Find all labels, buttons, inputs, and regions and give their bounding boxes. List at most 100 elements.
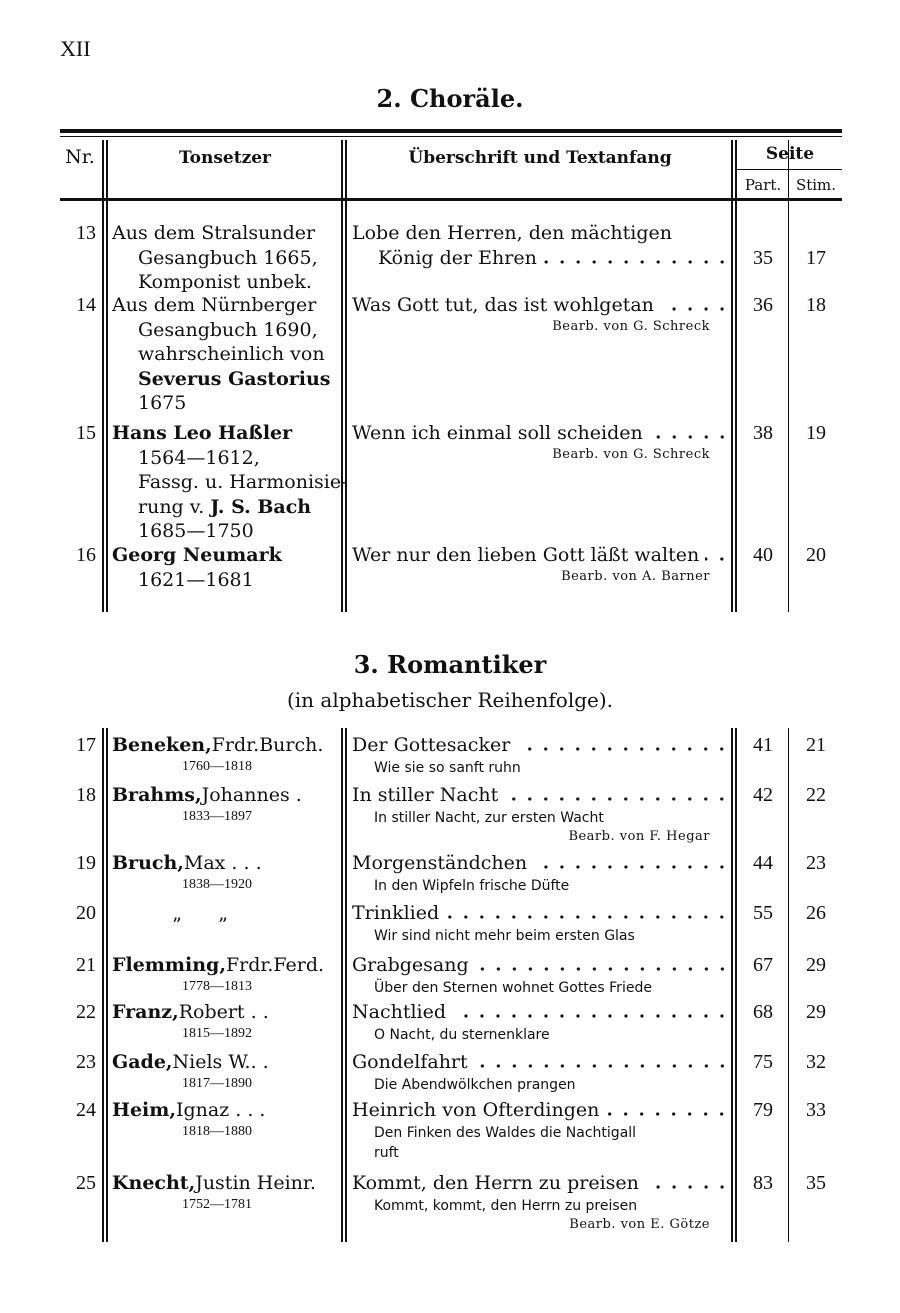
composer: Gade,Niels W.. . 1817—1890 — [112, 1050, 342, 1093]
composer-surname: Heim, — [112, 1099, 176, 1121]
composer: Aus dem Stralsunder Gesangbuch 1665, Kompo… — [112, 221, 342, 295]
song-title-line: In stiller Nacht — [352, 783, 730, 808]
song-title-block: Der Gottesacker Wie sie so sanft ruhn — [352, 733, 730, 778]
section-subtitle: (in alphabetischer Reihenfolge). — [286, 688, 614, 712]
composer-surname: Gade, — [112, 1051, 173, 1073]
row-number: 19 — [76, 852, 96, 874]
section-title-romantiker: 3. Romantiker — [353, 650, 547, 679]
composer-line: wahrscheinlich von — [112, 342, 342, 367]
column-rule — [106, 140, 108, 612]
song-first-line: Die Abendwölkchen prangen — [374, 1076, 576, 1093]
page-part: 67 — [753, 954, 773, 976]
section-title-chorale: 2. Choräle. — [376, 84, 524, 113]
song-title-block: Morgenständchen In den Wipfeln frische Dü… — [352, 851, 730, 896]
composer-text: Fassg. u. Harmonisie- — [138, 471, 348, 493]
composer-line: 1675 — [112, 391, 342, 416]
composer-given-name: Max . . . — [183, 852, 262, 874]
composer-text: rung v. — [138, 495, 211, 518]
arranger: Bearb. von G. Schreck — [552, 446, 710, 462]
composer-dates: 1817—1890 — [182, 1075, 252, 1091]
header-nr: Nr. — [65, 146, 95, 168]
song-title-line: Wer nur den lieben Gott läßt walten — [352, 543, 730, 568]
song-title-line: Kommt, den Herrn zu preisen — [352, 1171, 730, 1196]
composer: Heim,Ignaz . . . 1818—1880 — [112, 1098, 342, 1141]
song-title-block: Nachtlied O Nacht, du sternenklare — [352, 1000, 730, 1045]
song-title-line: Heinrich von Ofterdingen — [352, 1098, 730, 1123]
page-part: 79 — [753, 1099, 773, 1121]
song-title-block: Wenn ich einmal soll scheiden Bearb. von … — [352, 421, 730, 464]
row-number: 22 — [76, 1001, 96, 1023]
row-number: 24 — [76, 1099, 96, 1121]
song-title-line: Was Gott tut, das ist wohlgetan — [352, 293, 730, 318]
song-title-line: Der Gottesacker — [352, 733, 730, 758]
page-stim: 23 — [806, 852, 826, 874]
column-rule — [341, 140, 343, 612]
composer-line: Gesangbuch 1690, — [112, 318, 342, 343]
composer-dates: 1760—1818 — [182, 758, 252, 774]
column-rule — [731, 140, 733, 612]
column-rule — [788, 140, 789, 612]
song-first-line: Wir sind nicht mehr beim ersten Glas — [374, 927, 635, 944]
composer-dates: 1778—1813 — [182, 978, 252, 994]
page-stim: 32 — [806, 1051, 826, 1073]
song-first-line: O Nacht, du sternenklare — [374, 1026, 550, 1043]
composer-name: Bruch,Max . . . — [112, 851, 342, 876]
composer-dates: 1838—1920 — [182, 876, 252, 892]
composer-surname: Brahms, — [112, 784, 202, 806]
composer-line: Severus Gastorius — [112, 367, 342, 392]
song-title-line: Nachtlied — [352, 1000, 730, 1025]
row-number: 23 — [76, 1051, 96, 1073]
header-page: Seite — [765, 144, 815, 164]
column-rule — [731, 728, 733, 1242]
composer-dates: 1833—1897 — [182, 808, 252, 824]
composer-surname: Bruch, — [112, 852, 184, 874]
composer-name: Gade,Niels W.. . — [112, 1050, 342, 1075]
dot-leader — [705, 557, 730, 561]
rule-header-bottom — [60, 198, 842, 201]
dot-leader — [648, 435, 730, 439]
composer: Flemming,Frdr.Ferd. 1778—1813 — [112, 953, 342, 996]
composer-given-name: Johannes . — [201, 784, 302, 806]
row-number: 13 — [76, 222, 96, 244]
composer-text: Gesangbuch 1690, — [138, 318, 318, 341]
composer-given-name: Robert . . — [178, 1001, 269, 1023]
song-title-line: König der Ehren — [352, 246, 730, 271]
composer-given-name: Frdr.Ferd. — [225, 954, 325, 976]
composer-name: ” ” — [112, 901, 342, 936]
composer-text: Georg Neumark — [112, 544, 282, 566]
composer-dates: 1818—1880 — [182, 1123, 252, 1139]
composer-line: Aus dem Stralsunder — [112, 221, 342, 246]
composer-text: Hans Leo Haßler — [112, 422, 293, 444]
song-first-line: Wie sie so sanft ruhn — [374, 759, 521, 776]
song-title: Nachtlied — [352, 1001, 447, 1023]
column-rule — [735, 140, 737, 612]
page-stim: 20 — [806, 544, 826, 566]
row-number: 17 — [76, 734, 96, 756]
song-title: Trinklied — [352, 902, 440, 924]
composer-line: 1685—1750 — [112, 519, 342, 544]
composer-text: Aus dem Nürnberger — [112, 294, 317, 316]
rule-top-thin — [60, 136, 842, 137]
song-title: Wer nur den lieben Gott läßt walten — [352, 544, 700, 566]
composer-given-name: Justin Heinr. — [195, 1172, 316, 1194]
page-stim: 29 — [806, 1001, 826, 1023]
page-part: 75 — [753, 1051, 773, 1073]
song-title-block: Gondelfahrt Die Abendwölkchen prangen — [352, 1050, 730, 1095]
page-stim: 19 — [806, 422, 826, 444]
dot-leader — [644, 1185, 730, 1189]
page-stim: 22 — [806, 784, 826, 806]
dot-leader — [474, 967, 730, 971]
page-part: 55 — [753, 902, 773, 924]
composer-text: Gesangbuch 1665, — [138, 246, 318, 269]
composer-given-name: Niels W.. . — [172, 1051, 269, 1073]
column-rule — [788, 728, 789, 1242]
arranger: Bearb. von A. Barner — [561, 568, 710, 584]
composer-text: 1564—1612, — [138, 446, 260, 469]
song-title-block: Heinrich von Ofterdingen Den Finken des W… — [352, 1098, 730, 1163]
arranger: Bearb. von F. Hegar — [568, 828, 710, 844]
song-title: Wenn ich einmal soll scheiden — [352, 422, 643, 444]
composer-line: Fassg. u. Harmonisie- — [112, 470, 348, 495]
song-title: Gondelfahrt — [352, 1051, 468, 1073]
rule-seite — [736, 169, 842, 170]
composer-line: Komponist unbek. — [112, 270, 342, 295]
